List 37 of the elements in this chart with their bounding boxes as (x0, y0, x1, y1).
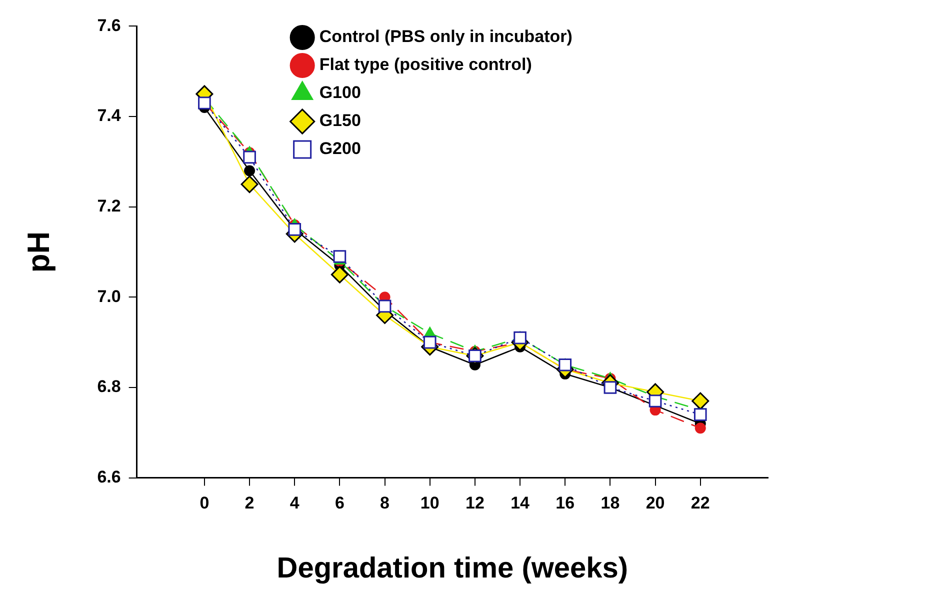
x-tick-label: 10 (420, 494, 440, 513)
legend-label: G100 (319, 83, 361, 102)
point (694, 422, 706, 434)
point (378, 300, 392, 313)
x-axis-title: Degradation time (weeks) (276, 552, 628, 585)
point (244, 165, 256, 176)
legend-label: Control (PBS only in incubator) (319, 27, 572, 46)
x-tick-label: 16 (556, 494, 575, 513)
y-tick-label: 7.0 (97, 286, 121, 306)
point (240, 176, 258, 194)
x-tick-label: 20 (646, 494, 665, 513)
point (692, 392, 710, 410)
x-tick-label: 22 (690, 494, 710, 513)
y-tick-label: 7.4 (97, 106, 122, 126)
legend-label: G200 (319, 139, 361, 158)
x-tick-label: 12 (465, 494, 484, 513)
x-tick-label: 2 (244, 494, 254, 513)
x-tick-label: 0 (200, 494, 210, 513)
point (243, 150, 256, 164)
legend-label: Flat type (positive control) (319, 55, 532, 74)
x-tick-label: 4 (290, 494, 300, 513)
y-tick-label: 6.8 (97, 377, 121, 396)
x-tick-label: 18 (600, 494, 620, 513)
point (330, 266, 348, 284)
point (558, 358, 572, 372)
legend-label: G150 (319, 111, 361, 130)
point (694, 408, 707, 421)
point (514, 331, 526, 344)
x-tick-label: 8 (380, 494, 390, 513)
x-tick-label: 14 (510, 494, 530, 513)
y-axis-title: pH (21, 231, 56, 273)
x-tick-label: 6 (334, 494, 344, 513)
y-tick-label: 7.2 (97, 196, 121, 216)
y-tick-label: 7.6 (97, 16, 121, 35)
point (648, 394, 662, 408)
point (333, 250, 346, 263)
y-tick-label: 6.6 (97, 467, 121, 486)
